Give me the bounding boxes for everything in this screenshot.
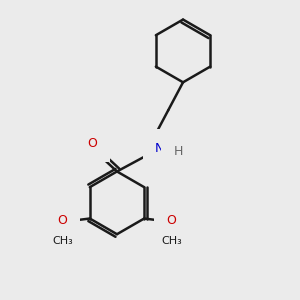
Text: CH₃: CH₃ (52, 236, 73, 246)
Text: N: N (155, 142, 165, 155)
Text: O: O (58, 214, 67, 227)
Text: O: O (167, 214, 176, 227)
Text: CH₃: CH₃ (161, 236, 182, 246)
Text: H: H (173, 145, 183, 158)
Text: O: O (87, 137, 97, 150)
